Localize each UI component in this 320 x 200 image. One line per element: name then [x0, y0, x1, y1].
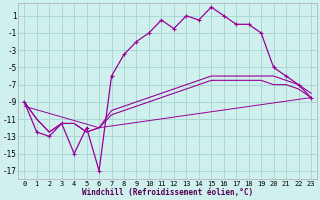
X-axis label: Windchill (Refroidissement éolien,°C): Windchill (Refroidissement éolien,°C) [82, 188, 253, 197]
